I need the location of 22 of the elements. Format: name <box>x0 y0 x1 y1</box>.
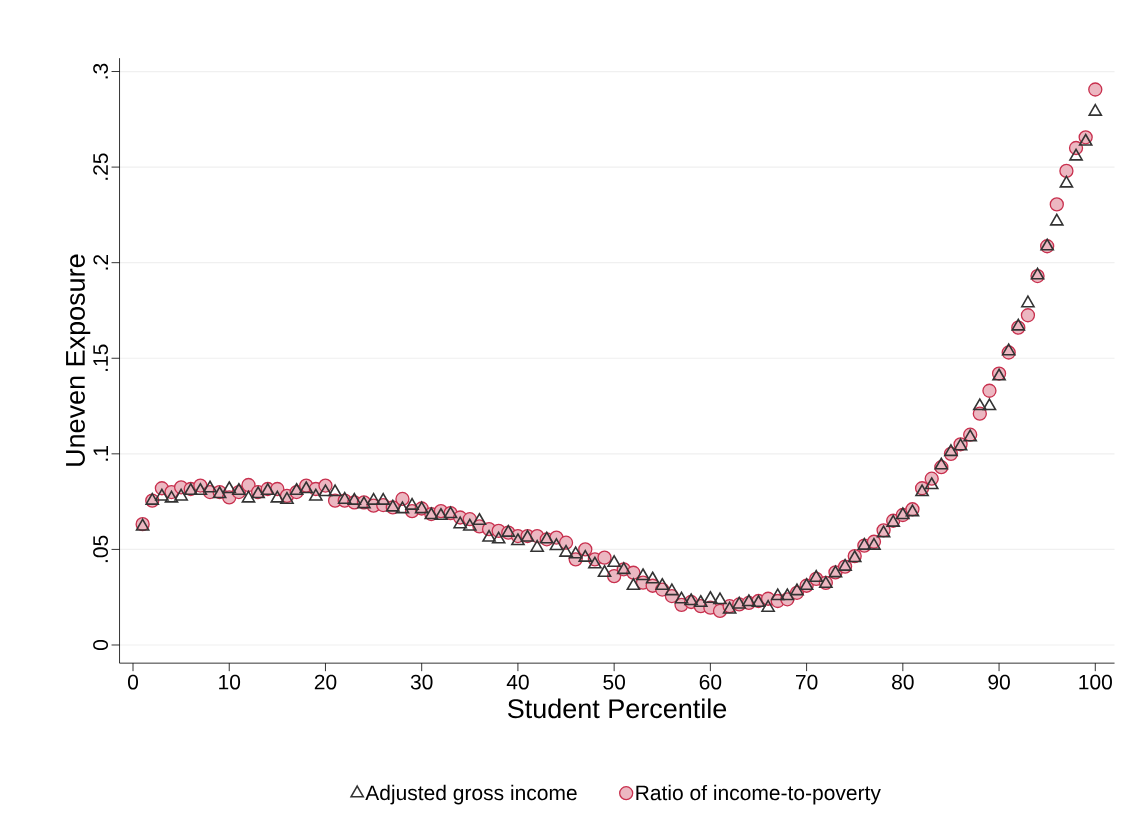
y-tick-label: .2 <box>93 254 108 270</box>
y-tick-label: 0 <box>93 639 108 651</box>
x-tick-label: 10 <box>219 674 241 690</box>
y-tick-label: .15 <box>93 344 108 371</box>
x-tick-label: 0 <box>127 674 139 690</box>
y-tick-label: .3 <box>93 63 108 79</box>
legend-label: Adjusted gross income <box>365 784 577 805</box>
x-axis-title: Student Percentile <box>507 698 727 719</box>
x-tick-label: 40 <box>506 674 529 690</box>
legend-label: Ratio of income-to-poverty <box>636 784 881 805</box>
x-tick-label: 100 <box>1079 674 1112 690</box>
x-tick-label: 20 <box>314 674 337 690</box>
x-tick-label: 60 <box>699 674 722 690</box>
y-tick-label: .25 <box>93 153 108 180</box>
y-tick-label: .1 <box>93 446 108 461</box>
x-tick-label: 30 <box>410 674 433 690</box>
x-tick-label: 90 <box>988 674 1010 690</box>
x-tick-label: 50 <box>603 674 625 690</box>
y-axis-title: Uneven Exposure <box>66 254 91 466</box>
x-tick-label: 70 <box>796 674 818 690</box>
y-tick-label: .05 <box>93 535 108 563</box>
x-tick-label: 80 <box>892 674 914 690</box>
